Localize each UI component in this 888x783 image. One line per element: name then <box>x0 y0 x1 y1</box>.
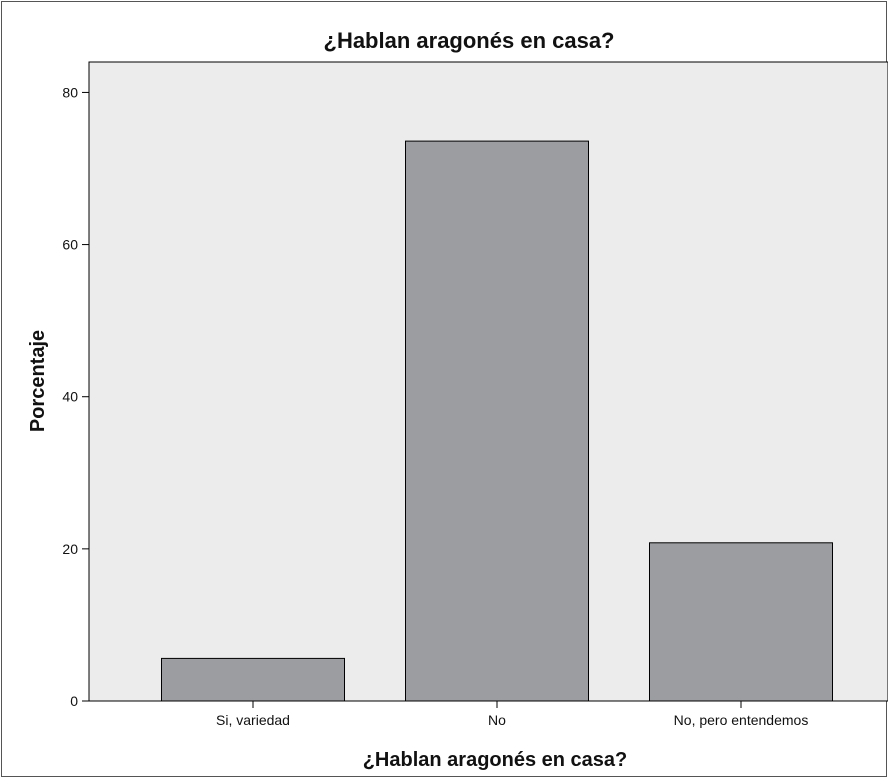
x-tick-label: Si, variedad <box>216 712 290 728</box>
x-tick-label: No <box>488 712 506 728</box>
y-tick-label: 40 <box>62 389 78 405</box>
y-tick-label: 20 <box>62 541 78 557</box>
y-axis: 0 20 40 60 80 <box>62 84 89 709</box>
bars-layer <box>161 140 833 702</box>
x-tick-label: No, pero entendemos <box>674 712 809 728</box>
y-tick-label: 80 <box>62 84 78 100</box>
bar-1 <box>405 140 589 702</box>
bar-0 <box>161 657 345 702</box>
chart-title: ¿Hablan aragonés en casa? <box>324 28 615 53</box>
y-tick-label: 60 <box>62 237 78 253</box>
x-axis: Si, variedad No No, pero entendemos <box>216 701 808 728</box>
x-axis-title: ¿Hablan aragonés en casa? <box>363 749 628 771</box>
bar-2 <box>649 542 833 702</box>
y-tick-label: 0 <box>70 693 78 709</box>
y-axis-title: Porcentaje <box>27 330 49 432</box>
